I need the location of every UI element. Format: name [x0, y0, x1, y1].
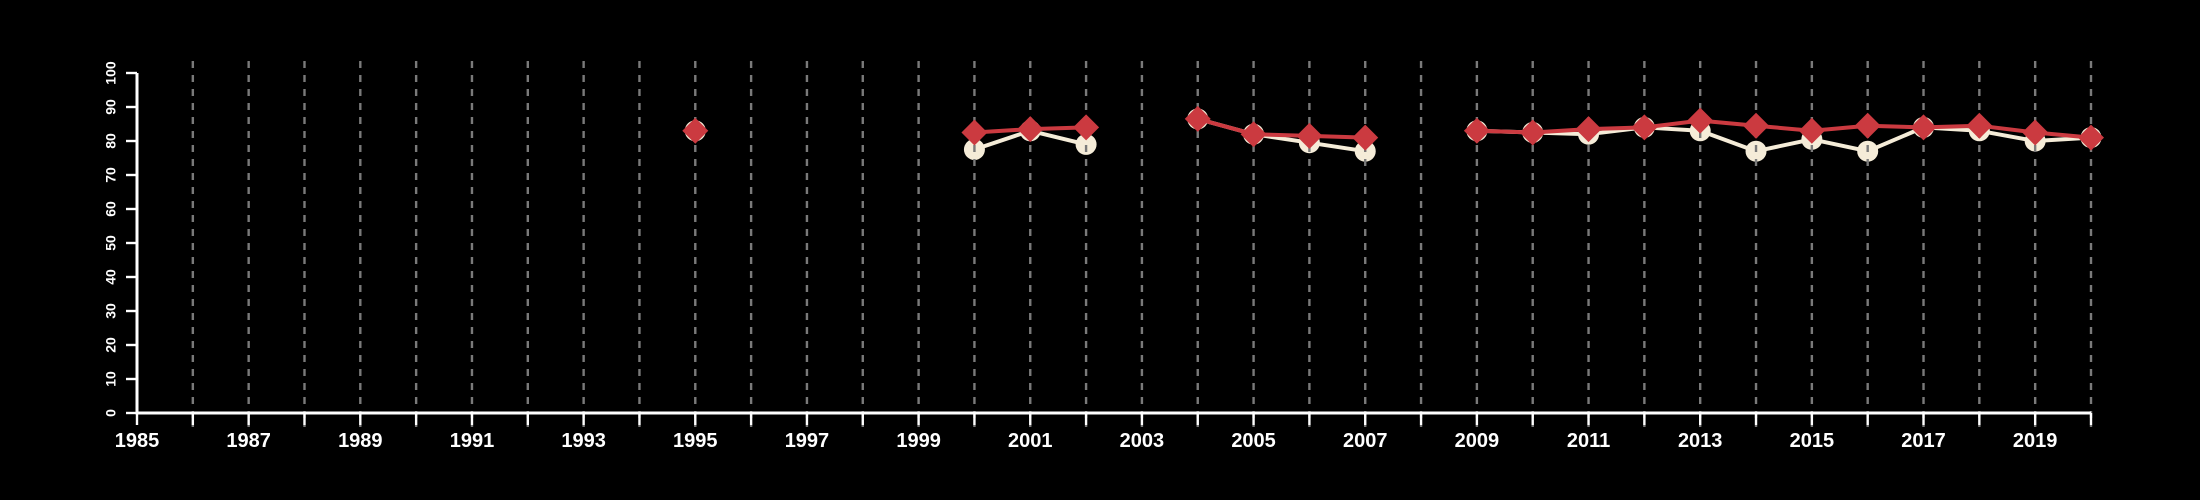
x-tick-label: 2011 — [1567, 430, 1610, 452]
x-tick-label: 1991 — [450, 430, 495, 452]
diamond-series-point — [961, 119, 988, 146]
diamond-series-point — [1687, 107, 1714, 134]
x-tick-label: 2015 — [1790, 430, 1835, 452]
diamond-series-point — [2078, 124, 2104, 151]
x-tick-label: 2019 — [2013, 430, 2058, 452]
x-tick-label: 1993 — [561, 430, 606, 452]
diamond-series-point — [1352, 124, 1379, 151]
diamond-series-point — [1575, 116, 1602, 143]
diamond-series-point — [1017, 116, 1044, 143]
x-tick-label: 1995 — [673, 430, 718, 452]
y-tick-label: 50 — [103, 235, 119, 251]
x-tick-label: 1987 — [226, 430, 271, 452]
x-tick-label: 2013 — [1678, 430, 1723, 452]
diamond-series-point — [1798, 117, 1825, 144]
y-tick-label: 100 — [103, 61, 119, 85]
diamond-series-point — [1910, 114, 1937, 141]
diamond-series-point — [2022, 119, 2049, 146]
y-tick-label: 0 — [103, 409, 119, 417]
x-tick-label: 1989 — [338, 430, 383, 452]
x-tick-label: 2009 — [1455, 430, 1500, 452]
y-tick-label: 20 — [103, 337, 119, 353]
y-tick-label: 80 — [103, 133, 119, 149]
diamond-series-point — [682, 117, 709, 144]
x-tick-label: 2005 — [1231, 430, 1276, 452]
diamond-series-point — [1519, 119, 1546, 146]
y-tick-label: 60 — [103, 201, 119, 217]
x-tick-label: 2007 — [1343, 430, 1388, 452]
diamond-series-line — [1195, 116, 1368, 140]
y-tick-label: 40 — [103, 269, 119, 285]
diamond-series-point — [1240, 121, 1267, 148]
y-tick-label: 70 — [103, 167, 119, 183]
diamond-series-point — [1966, 112, 1993, 139]
y-tick-label: 30 — [103, 303, 119, 319]
x-tick-label: 2001 — [1008, 430, 1053, 452]
x-tick-label: 1999 — [896, 430, 941, 452]
diamond-series-point — [1631, 114, 1658, 141]
diamond-series-point — [1073, 114, 1100, 141]
x-tick-label: 1997 — [785, 430, 830, 452]
diamond-series-point — [1463, 117, 1490, 144]
x-tick-label: 2017 — [1901, 430, 1946, 452]
diamond-series-point — [1184, 105, 1211, 132]
diamond-series-point — [1296, 122, 1323, 149]
y-tick-label: 90 — [103, 99, 119, 115]
diamond-series-point — [1854, 112, 1881, 139]
x-tick-label: 2003 — [1120, 430, 1165, 452]
y-tick-label: 10 — [103, 371, 119, 387]
x-tick-label: 1985 — [115, 430, 160, 452]
circle-series-point — [1075, 133, 1097, 155]
diamond-series-point — [1743, 112, 1770, 139]
